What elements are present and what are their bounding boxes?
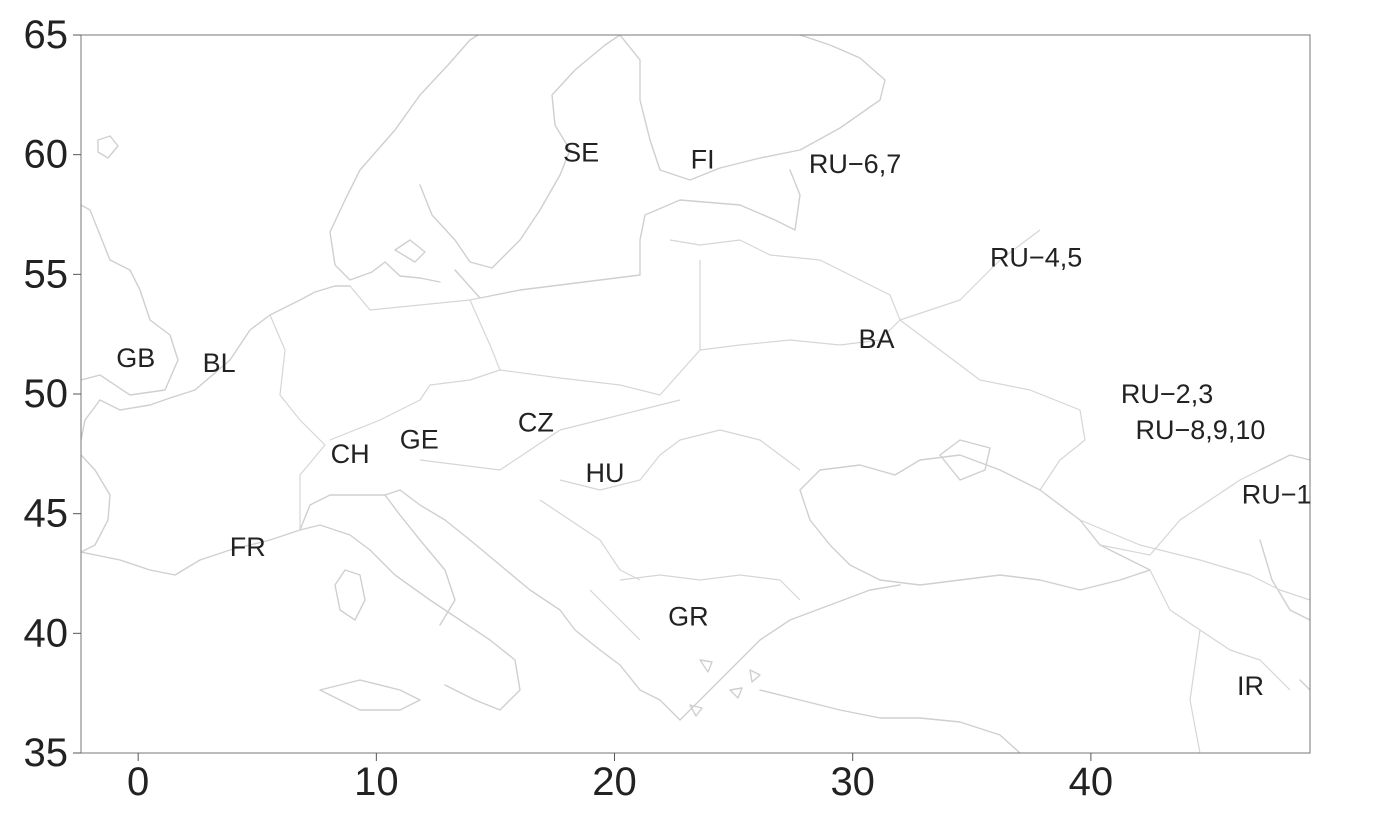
y-tick-label: 40: [24, 611, 69, 655]
region-label: RU−6,7: [809, 149, 901, 179]
region-label: RU−1: [1242, 480, 1312, 510]
y-tick-label: 55: [24, 252, 69, 296]
y-tick-label: 65: [24, 13, 69, 57]
x-axis: 0 10 20 30 40: [127, 753, 1113, 804]
region-labels: SE FI RU−6,7 RU−4,5 BA GB BL RU−2,3 RU−8,9,10 CZ G…: [116, 137, 1311, 701]
region-label: SE: [563, 137, 599, 167]
coastline-great-britain: [81, 204, 179, 396]
coastline-italy: [299, 494, 421, 711]
region-label: RU−8,9,10: [1136, 415, 1266, 445]
coastline-denmark: [329, 231, 441, 283]
coastline-finland: [619, 35, 886, 181]
y-tick-label: 45: [24, 492, 69, 536]
region-label: HU: [585, 458, 624, 488]
region-label: FI: [691, 144, 715, 174]
x-tick-label: 40: [1069, 760, 1114, 804]
coastline-aegean-islands: [689, 659, 761, 717]
coastline-crimea: [939, 439, 991, 481]
x-tick-label: 0: [127, 760, 149, 804]
region-label: GE: [400, 424, 439, 454]
coastline-mediterranean: [81, 489, 901, 721]
coastline-baltic: [454, 169, 801, 299]
x-tick-label: 30: [830, 760, 875, 804]
coastline-france: [81, 389, 196, 553]
region-label: RU−4,5: [990, 243, 1082, 273]
y-tick-label: 60: [24, 133, 69, 177]
region-label: FR: [230, 532, 266, 562]
basemap: [81, 35, 1310, 753]
y-axis: 35 40 45 50 55 60 65: [24, 13, 81, 775]
region-label: CZ: [518, 408, 554, 438]
coastline-scandinavia: [329, 35, 621, 269]
coastline-black-sea: [799, 454, 1151, 591]
coastline-caspian: [1259, 454, 1310, 691]
region-label: IR: [1237, 671, 1264, 701]
country-borders: [269, 229, 1310, 753]
x-tick-label: 10: [354, 760, 399, 804]
coastline-low-countries: [194, 285, 351, 391]
coastline-anatolia: [759, 689, 1021, 753]
region-label: GB: [116, 343, 155, 373]
region-label: BA: [858, 324, 894, 354]
region-label: BL: [203, 348, 236, 378]
region-label: GR: [668, 602, 709, 632]
coastline-ireland: [97, 135, 119, 159]
x-tick-label: 20: [592, 760, 637, 804]
region-label: RU−2,3: [1121, 379, 1213, 409]
y-tick-label: 50: [24, 372, 69, 416]
y-tick-label: 35: [24, 731, 69, 775]
region-label: CH: [331, 439, 370, 469]
